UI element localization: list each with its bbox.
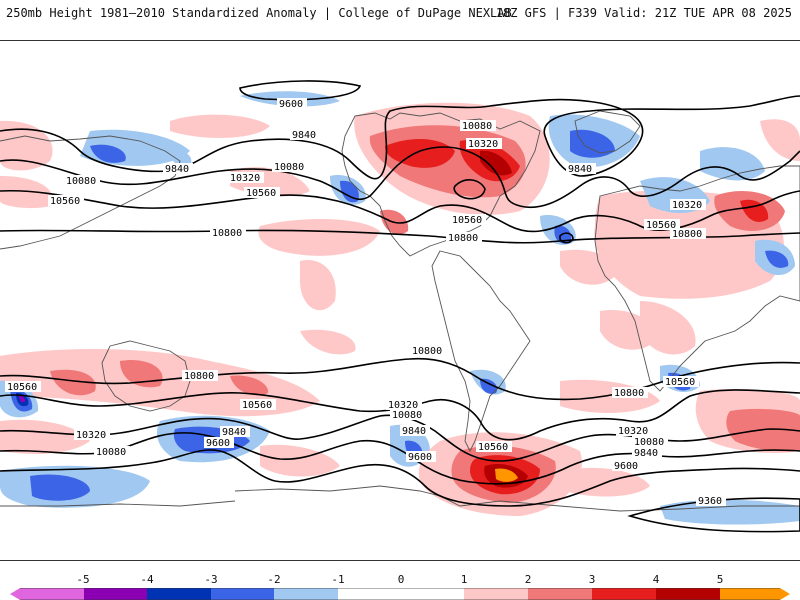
svg-text:9600: 9600 [614, 461, 638, 472]
colorbar-tick: -3 [204, 573, 218, 586]
svg-text:10560: 10560 [646, 220, 676, 231]
colorbar-pos5 [720, 588, 790, 600]
colorbar-tick: 2 [524, 573, 532, 586]
svg-text:10560: 10560 [50, 196, 80, 207]
colorbar-pos3 [592, 588, 656, 600]
svg-text:10560: 10560 [246, 188, 276, 199]
svg-text:10560: 10560 [452, 215, 482, 226]
svg-text:10800: 10800 [672, 229, 702, 240]
colorbar-tick: 5 [716, 573, 724, 586]
svg-text:10080: 10080 [274, 162, 304, 173]
colorbar-neg2 [211, 588, 274, 600]
svg-text:10080: 10080 [462, 121, 492, 132]
svg-text:10560: 10560 [478, 442, 508, 453]
colorbar-pos4 [656, 588, 720, 600]
svg-text:10320: 10320 [468, 139, 498, 150]
anomaly-map: 9600 9840 10080 9840 10080 10320 10560 1… [0, 40, 800, 561]
svg-text:9600: 9600 [279, 99, 303, 110]
svg-text:10560: 10560 [665, 377, 695, 388]
svg-text:9840: 9840 [292, 130, 316, 141]
svg-text:10800: 10800 [212, 228, 242, 239]
colorbar-pos2 [528, 588, 592, 600]
colorbar-tick: 0 [397, 573, 405, 586]
colorbar [10, 588, 790, 600]
colorbar-tick: 4 [652, 573, 660, 586]
svg-text:10320: 10320 [618, 426, 648, 437]
colorbar-tick: -2 [267, 573, 281, 586]
svg-text:10320: 10320 [76, 430, 106, 441]
svg-text:9840: 9840 [568, 164, 592, 175]
svg-text:9600: 9600 [408, 452, 432, 463]
colorbar-pos1 [464, 588, 528, 600]
svg-text:9600: 9600 [206, 438, 230, 449]
anomaly-shading [0, 91, 800, 525]
model-valid-time: 18Z GFS | F339 Valid: 21Z TUE APR 08 202… [495, 6, 792, 20]
svg-text:9840: 9840 [222, 427, 246, 438]
colorbar-neg3 [147, 588, 211, 600]
contour-labels: 9600 9840 10080 9840 10080 10320 10560 1… [5, 98, 726, 507]
colorbar-neg5 [10, 588, 84, 600]
svg-text:10320: 10320 [672, 200, 702, 211]
svg-text:10800: 10800 [614, 388, 644, 399]
svg-text:10560: 10560 [7, 382, 37, 393]
colorbar-zero [338, 588, 464, 600]
svg-text:9840: 9840 [402, 426, 426, 437]
svg-text:10080: 10080 [66, 176, 96, 187]
chart-title: 250mb Height 1981–2010 Standardized Anom… [6, 6, 512, 20]
svg-text:10800: 10800 [448, 233, 478, 244]
colorbar-neg4 [84, 588, 147, 600]
colorbar-neg1 [274, 588, 338, 600]
colorbar-tick: -1 [331, 573, 345, 586]
svg-text:9360: 9360 [698, 496, 722, 507]
colorbar-tick: 1 [460, 573, 468, 586]
svg-text:10080: 10080 [96, 447, 126, 458]
svg-text:9840: 9840 [634, 448, 658, 459]
colorbar-tick: -4 [140, 573, 154, 586]
svg-text:10080: 10080 [392, 410, 422, 421]
svg-text:10080: 10080 [634, 437, 664, 448]
svg-text:10320: 10320 [230, 173, 260, 184]
colorbar-tick: 3 [588, 573, 596, 586]
svg-text:10320: 10320 [388, 400, 418, 411]
svg-text:10800: 10800 [184, 371, 214, 382]
svg-text:9840: 9840 [165, 164, 189, 175]
svg-text:10800: 10800 [412, 346, 442, 357]
svg-text:10560: 10560 [242, 400, 272, 411]
colorbar-tick: -5 [76, 573, 90, 586]
